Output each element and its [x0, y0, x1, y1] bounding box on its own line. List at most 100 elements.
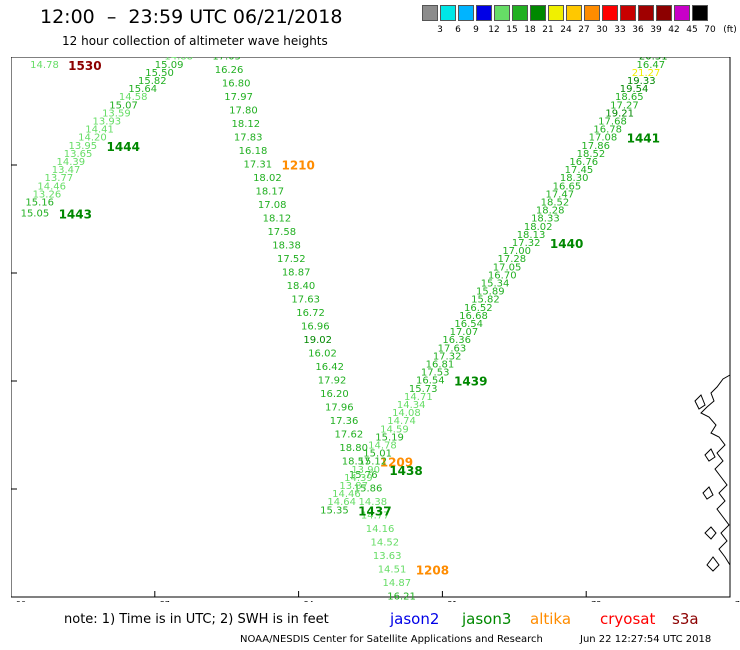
- pass-time-label: 1209: [380, 456, 413, 470]
- wave-height-label: 15.34: [481, 279, 510, 290]
- lon-tick-label: -87: [157, 600, 170, 602]
- wave-height-label: 17.45: [565, 165, 594, 176]
- axis-labels: -90-87-84-81-78-75404244464850: [13, 600, 740, 602]
- generated-timestamp: Jun 22 12:27:54 UTC 2018: [580, 634, 712, 645]
- legend-level-label: 21: [542, 25, 554, 35]
- wave-height-label: 16.76: [569, 157, 598, 168]
- wave-height-label: 14.74: [387, 416, 416, 427]
- satellite-cryosat: cryosat: [600, 610, 656, 628]
- wave-height-label: 14.58: [119, 92, 148, 103]
- wave-height-label: 14.88: [164, 57, 193, 63]
- wave-height-label: 15.89: [476, 287, 505, 298]
- wave-height-label: 15.09: [155, 60, 184, 71]
- wave-height-label: 17.97: [224, 92, 253, 103]
- wave-height-label: 14.59: [380, 424, 409, 435]
- legend-swatch: [674, 5, 690, 21]
- wave-height-label: 17.27: [610, 100, 639, 111]
- wave-height-label: 19.21: [605, 108, 634, 119]
- satellite-s3a: s3a: [672, 610, 699, 628]
- wave-height-label: 15.12: [359, 457, 388, 468]
- wave-height-label: 18.87: [282, 268, 311, 279]
- wave-height-label: 16.21: [387, 592, 416, 602]
- wave-height-label: 13.90: [351, 465, 380, 476]
- legend-level-label: 70: [704, 25, 716, 35]
- wave-height-label: 17.52: [277, 254, 306, 265]
- wave-height-label: 17.86: [581, 141, 610, 152]
- wave-height-label: 17.53: [421, 368, 450, 379]
- pass-time-label: 1437: [358, 504, 391, 518]
- legend-swatch: [638, 5, 654, 21]
- wave-height-label: 14.87: [382, 578, 411, 589]
- wave-height-label: 14.74: [35, 57, 64, 60]
- wave-height-label: 18.80: [339, 443, 368, 454]
- legend-level-label: 3: [437, 25, 443, 35]
- wave-height-label: 14.34: [397, 400, 426, 411]
- wave-height-label: 14.77: [361, 511, 390, 522]
- satellite-jason3: jason3: [462, 610, 512, 628]
- legend-level-label: 18: [524, 25, 536, 35]
- wave-height-label: 17.80: [229, 106, 258, 117]
- wave-height-label: 14.46: [37, 181, 66, 192]
- wave-height-label: 13.47: [52, 165, 81, 176]
- lon-tick-label: -78: [588, 600, 601, 602]
- legend-level-label: 39: [650, 25, 662, 35]
- track-1443: 13.6514.3913.4713.7714.4613.2615.1615.05…: [21, 149, 93, 221]
- legend-swatch: [494, 5, 510, 21]
- wave-height-label: 17.32: [433, 351, 462, 362]
- wave-height-label: 17.07: [450, 327, 479, 338]
- legend-level-label: 36: [632, 25, 644, 35]
- track-1441: 20.3116.4721.2719.3319.5418.6517.2719.21…: [589, 57, 668, 146]
- wave-height-label: 15.86: [354, 484, 383, 495]
- wave-height-label: 17.68: [598, 117, 627, 128]
- wave-height-label: 16.80: [222, 79, 251, 90]
- wave-height-label: 14.38: [359, 497, 388, 508]
- wave-height-label: 18.40: [287, 281, 316, 292]
- lon-tick-label: -84: [301, 600, 314, 602]
- wave-height-label: 14.64: [327, 497, 356, 508]
- pass-time-label: 1444: [107, 140, 140, 154]
- wave-height-label: 18.12: [263, 214, 292, 225]
- track-1444: 14.8815.0915.5015.8215.6414.5815.0713.59…: [69, 57, 194, 154]
- wave-height-label: 13.77: [45, 173, 74, 184]
- wave-height-label: 16.52: [464, 303, 493, 314]
- legend-level-label: 24: [560, 25, 572, 35]
- wave-height-label: 18.17: [255, 187, 284, 198]
- legend-swatch: [530, 5, 546, 21]
- wave-height-label: 17.08: [589, 133, 618, 144]
- wave-height-label: 15.16: [25, 198, 54, 209]
- wave-height-label: 19.54: [620, 84, 649, 95]
- wave-height-label: 15.35: [320, 505, 349, 516]
- satellite-altika: altika: [530, 610, 572, 628]
- wave-height-label: 18.33: [531, 214, 560, 225]
- wave-height-label: 18.52: [577, 149, 606, 160]
- wave-height-label: 19.33: [627, 76, 656, 87]
- wave-height-label: 18.02: [253, 173, 282, 184]
- pass-time-label: 1439: [454, 375, 487, 389]
- legend-level-label: 27: [578, 25, 590, 35]
- wave-height-label: 21.27: [632, 68, 661, 79]
- pass-time-label: 1440: [550, 237, 583, 251]
- legend-level-label: 30: [596, 25, 608, 35]
- wave-height-label: 17.63: [438, 343, 467, 354]
- wave-height-label: 18.30: [560, 173, 589, 184]
- wave-height-label: 14.08: [392, 408, 421, 419]
- satellite-jason2: jason2: [390, 610, 440, 628]
- wave-height-label: 13.93: [92, 117, 121, 128]
- pass-time-label: 1443: [59, 207, 92, 221]
- wave-height-label: 16.78: [593, 125, 622, 136]
- legend-swatch: [656, 5, 672, 21]
- wave-height-label: 19.02: [303, 335, 332, 346]
- wave-height-label: 18.52: [541, 198, 570, 209]
- wave-height-label: 15.76: [349, 470, 378, 481]
- wave-height-label: 17.36: [330, 416, 359, 427]
- legend-swatch: [620, 5, 636, 21]
- wave-height-label: 15.73: [409, 384, 438, 395]
- wave-height-label: 16.26: [215, 65, 244, 76]
- wave-height-label: 16.70: [488, 270, 517, 281]
- wave-height-label: 16.72: [296, 308, 325, 319]
- wave-height-label: 16.42: [315, 362, 344, 373]
- wave-height-label: 16.81: [426, 360, 455, 371]
- legend-swatch: [476, 5, 492, 21]
- wave-height-label: 14.52: [371, 538, 400, 549]
- wave-height-label: 15.82: [138, 76, 167, 87]
